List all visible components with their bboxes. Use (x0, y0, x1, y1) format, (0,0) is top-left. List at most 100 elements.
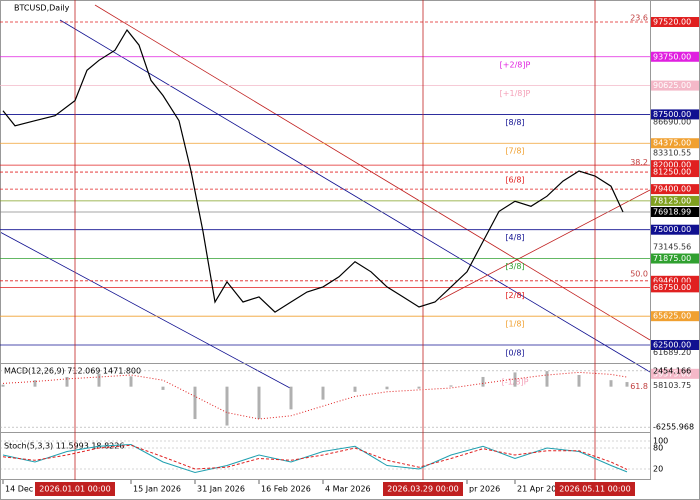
x-tick-label: 14 Dec (5, 485, 33, 494)
histogram-bar (225, 386, 229, 426)
murrey-label: [7/8] (505, 147, 524, 156)
level-label: 87500.00 (653, 110, 691, 119)
histogram-bar (449, 385, 453, 387)
histogram-bar (609, 380, 613, 387)
trendline (0, 231, 291, 389)
date-marker-box (35, 482, 115, 496)
level-label: 93750.00 (653, 52, 691, 61)
level-label: 79400.00 (653, 185, 691, 194)
level-label: 83310.55 (653, 149, 691, 158)
level-label-box (651, 109, 699, 120)
level-label-box (651, 160, 699, 171)
level-label: 84375.00 (653, 139, 691, 148)
fib-label: 23.6 (630, 14, 648, 23)
histogram-bar (577, 375, 581, 387)
level-label: 97520.00 (653, 17, 691, 26)
level-label-box (651, 253, 699, 264)
level-label: 73145.56 (653, 242, 691, 251)
histogram-bar (625, 382, 629, 387)
date-marker-box (555, 482, 635, 496)
fib-label: 61.8 (630, 382, 648, 391)
histogram-bar (129, 376, 133, 387)
level-label: 59375.00 (653, 369, 691, 378)
histogram-bar (481, 376, 485, 387)
fib-label: 50.0 (630, 269, 648, 278)
trendline (59, 19, 651, 373)
histogram-bar (33, 380, 37, 387)
level-label: 71875.00 (653, 254, 691, 263)
y-tick-label: 2454.166 (653, 366, 691, 375)
histogram-bar (513, 372, 517, 387)
chart-title: BTCUSD,Daily (14, 4, 70, 13)
level-label-box (651, 224, 699, 235)
y-tick-label: 20 (653, 464, 663, 473)
level-label: 78125.00 (653, 196, 691, 205)
histogram-bar (321, 386, 325, 400)
level-label: 75000.00 (653, 225, 691, 234)
level-label-box (651, 275, 699, 286)
x-tick-label: 15 Jan 2026 (133, 485, 181, 494)
level-label-box (651, 138, 699, 149)
trendline (94, 4, 651, 341)
y-tick-label: 100 (653, 437, 668, 446)
histogram-bar (193, 386, 197, 420)
histogram-bar (257, 386, 261, 420)
date-marker-label: 2026.05.11 00:00 (559, 485, 630, 494)
level-label: 69460.00 (653, 276, 691, 285)
level-label-box (651, 51, 699, 62)
series-line (2, 371, 628, 420)
date-marker-label: 2026.03.29 00:00 (387, 485, 458, 494)
level-label-box (651, 16, 699, 27)
series-line (2, 444, 628, 470)
level-label-box (651, 184, 699, 195)
murrey-label: [+1/8]P (500, 89, 531, 98)
date-marker-label: 2026.01.01 00:00 (39, 485, 110, 494)
level-label-box (651, 368, 699, 379)
trendlines (0, 4, 651, 389)
histogram-bar (353, 386, 357, 392)
x-tick-label: 4 Mar 2026 (325, 485, 371, 494)
x-tick-label: 31 Jan 2026 (197, 485, 245, 494)
histogram-bar (97, 373, 101, 387)
level-label-box (651, 195, 699, 206)
histogram-bar (1, 384, 5, 387)
level-label: 61689.20 (653, 348, 691, 357)
level-label: 65625.00 (653, 312, 691, 321)
level-label-box (651, 311, 699, 322)
histogram-bar (417, 386, 421, 389)
level-label-box (651, 339, 699, 350)
x-tick-label: 21 Apr 20 (517, 485, 556, 494)
level-label-box (651, 167, 699, 178)
series-line (2, 28, 624, 313)
level-label: 68750.00 (653, 283, 691, 292)
level-label-box (651, 207, 699, 218)
x-tick-label: 16 Feb 2026 (261, 485, 311, 494)
fib-label: 38.2 (630, 158, 648, 167)
murrey-label: [6/8] (505, 176, 524, 185)
murrey-label: [0/8] (505, 348, 524, 357)
histogram-bar (385, 386, 389, 390)
y-tick-label: 80 (653, 444, 663, 453)
murrey-label: [3/8] (505, 262, 524, 271)
level-label-box (651, 80, 699, 91)
histogram-bar (161, 386, 165, 390)
murrey-label: [2/8] (505, 291, 524, 300)
level-label: 58103.75 (653, 381, 691, 390)
murrey-label: [4/8] (505, 233, 524, 242)
murrey-label: [1/8] (505, 320, 524, 329)
date-marker-box (383, 482, 463, 496)
level-label: 62500.00 (653, 340, 691, 349)
level-label: 82000.00 (653, 161, 691, 170)
level-label-box (651, 282, 699, 293)
x-tick-label: pr 2026 (469, 485, 500, 494)
histogram-bar (289, 386, 293, 410)
y-tick-label: -6255.968 (653, 423, 694, 432)
histogram-bar (65, 376, 69, 387)
histogram-bar (545, 371, 549, 387)
level-label: 81250.00 (653, 168, 691, 177)
level-label: 90625.00 (653, 81, 691, 90)
murrey-label: [+2/8]P (500, 60, 531, 69)
